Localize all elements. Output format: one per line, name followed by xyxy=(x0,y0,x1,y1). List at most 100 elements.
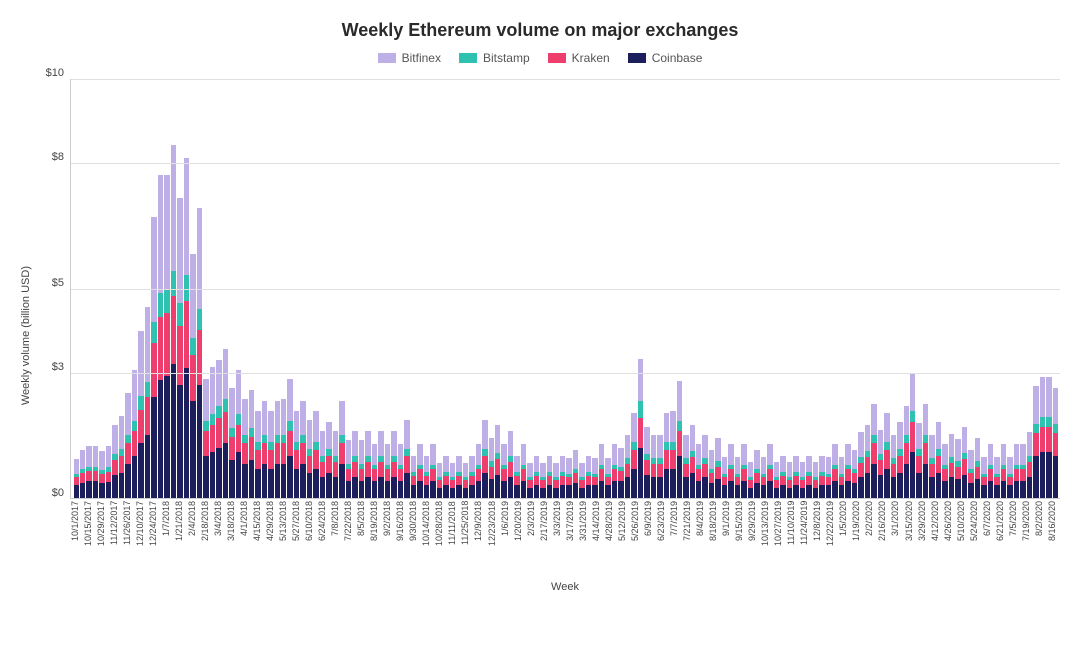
bar-segment xyxy=(638,359,643,401)
x-tick-label: 3/29/2020 xyxy=(918,501,927,571)
bar-segment xyxy=(514,456,519,473)
legend-item: Coinbase xyxy=(628,51,703,65)
bar-segment xyxy=(145,307,150,383)
bar-segment xyxy=(754,450,759,469)
bar-segment xyxy=(878,430,883,454)
bar xyxy=(884,413,889,498)
bar-segment xyxy=(359,440,364,463)
bar-segment xyxy=(735,457,740,474)
bar-segment xyxy=(132,431,137,456)
bar xyxy=(333,431,338,498)
x-tick-label: 12/10/2017 xyxy=(136,501,145,571)
bar-segment xyxy=(657,464,662,477)
bar-segment xyxy=(469,485,474,498)
bar-segment xyxy=(171,145,176,271)
x-tick-label: 9/15/2019 xyxy=(735,501,744,571)
bar-segment xyxy=(112,460,117,475)
bar-segment xyxy=(450,488,455,499)
bar-segment xyxy=(495,459,500,475)
bar-segment xyxy=(683,435,688,458)
bar-segment xyxy=(722,457,727,474)
bar-segment xyxy=(800,488,805,499)
bar-segment xyxy=(774,480,779,488)
bar-segment xyxy=(540,463,545,477)
bar-segment xyxy=(839,457,844,474)
bar-segment xyxy=(852,473,857,483)
bar xyxy=(430,444,435,498)
bar-segment xyxy=(242,443,247,464)
bar-segment xyxy=(683,464,688,477)
bar-segment xyxy=(443,485,448,498)
bar xyxy=(858,432,863,498)
bar-segment xyxy=(138,331,143,396)
bar-segment xyxy=(592,477,597,485)
bar-segment xyxy=(365,462,370,477)
bar xyxy=(722,457,727,498)
x-tick-label: 3/15/2020 xyxy=(905,501,914,571)
bar xyxy=(74,459,79,498)
x-tick-label: 10/28/2018 xyxy=(435,501,444,571)
bar-segment xyxy=(560,485,565,498)
bar-segment xyxy=(1053,456,1058,498)
bar xyxy=(767,444,772,498)
bar-segment xyxy=(670,469,675,498)
bar-segment xyxy=(359,469,364,482)
bar xyxy=(411,456,416,498)
bar-segment xyxy=(618,471,623,482)
chart-container: Weekly Ethereum volume on major exchange… xyxy=(20,20,1060,593)
bar xyxy=(638,359,643,498)
bar-segment xyxy=(884,442,889,450)
bar-segment xyxy=(307,473,312,498)
bar-segment xyxy=(294,411,299,443)
bar-segment xyxy=(372,444,377,465)
bar xyxy=(690,425,695,498)
bar-segment xyxy=(800,462,805,477)
bar-segment xyxy=(216,448,221,498)
bar xyxy=(968,450,973,498)
bar-segment xyxy=(268,450,273,469)
bar-segment xyxy=(125,435,130,443)
bar-segment xyxy=(547,485,552,498)
bar-segment xyxy=(320,431,325,456)
chart-title: Weekly Ethereum volume on major exchange… xyxy=(20,20,1060,41)
x-tick-label: 7/22/2018 xyxy=(344,501,353,571)
bar-segment xyxy=(553,480,558,488)
bar-segment xyxy=(482,473,487,498)
bar-segment xyxy=(184,158,189,276)
bar-segment xyxy=(715,467,720,480)
bar-segment xyxy=(450,463,455,477)
bar-segment xyxy=(664,469,669,498)
bar-segment xyxy=(923,464,928,498)
bar xyxy=(1046,377,1051,498)
bar-segment xyxy=(275,435,280,443)
bar-segment xyxy=(910,411,915,423)
bar xyxy=(955,439,960,498)
bar-segment xyxy=(605,458,610,474)
bar-segment xyxy=(878,460,883,475)
bar-segment xyxy=(216,406,221,418)
x-tick-label: 4/15/2018 xyxy=(253,501,262,571)
bar-segment xyxy=(437,463,442,477)
bar xyxy=(151,217,156,498)
bar-segment xyxy=(553,488,558,499)
bar-segment xyxy=(916,456,921,473)
bar-segment xyxy=(300,401,305,435)
bar-segment xyxy=(106,472,111,483)
bar-segment xyxy=(463,463,468,477)
bar-segment xyxy=(93,471,98,482)
bar-segment xyxy=(203,431,208,456)
bar xyxy=(476,444,481,498)
bar-segment xyxy=(664,442,669,450)
bar-segment xyxy=(424,476,429,485)
bar-segment xyxy=(385,444,390,465)
bar-segment xyxy=(1040,452,1045,498)
bar-segment xyxy=(339,464,344,498)
bar-segment xyxy=(326,473,331,498)
bar xyxy=(437,463,442,498)
bar-segment xyxy=(300,443,305,464)
bar xyxy=(728,444,733,498)
x-tick-label: 9/29/2019 xyxy=(748,501,757,571)
bar-segment xyxy=(774,462,779,477)
x-tick-label: 3/1/2020 xyxy=(891,501,900,571)
bar-segment xyxy=(780,476,785,485)
